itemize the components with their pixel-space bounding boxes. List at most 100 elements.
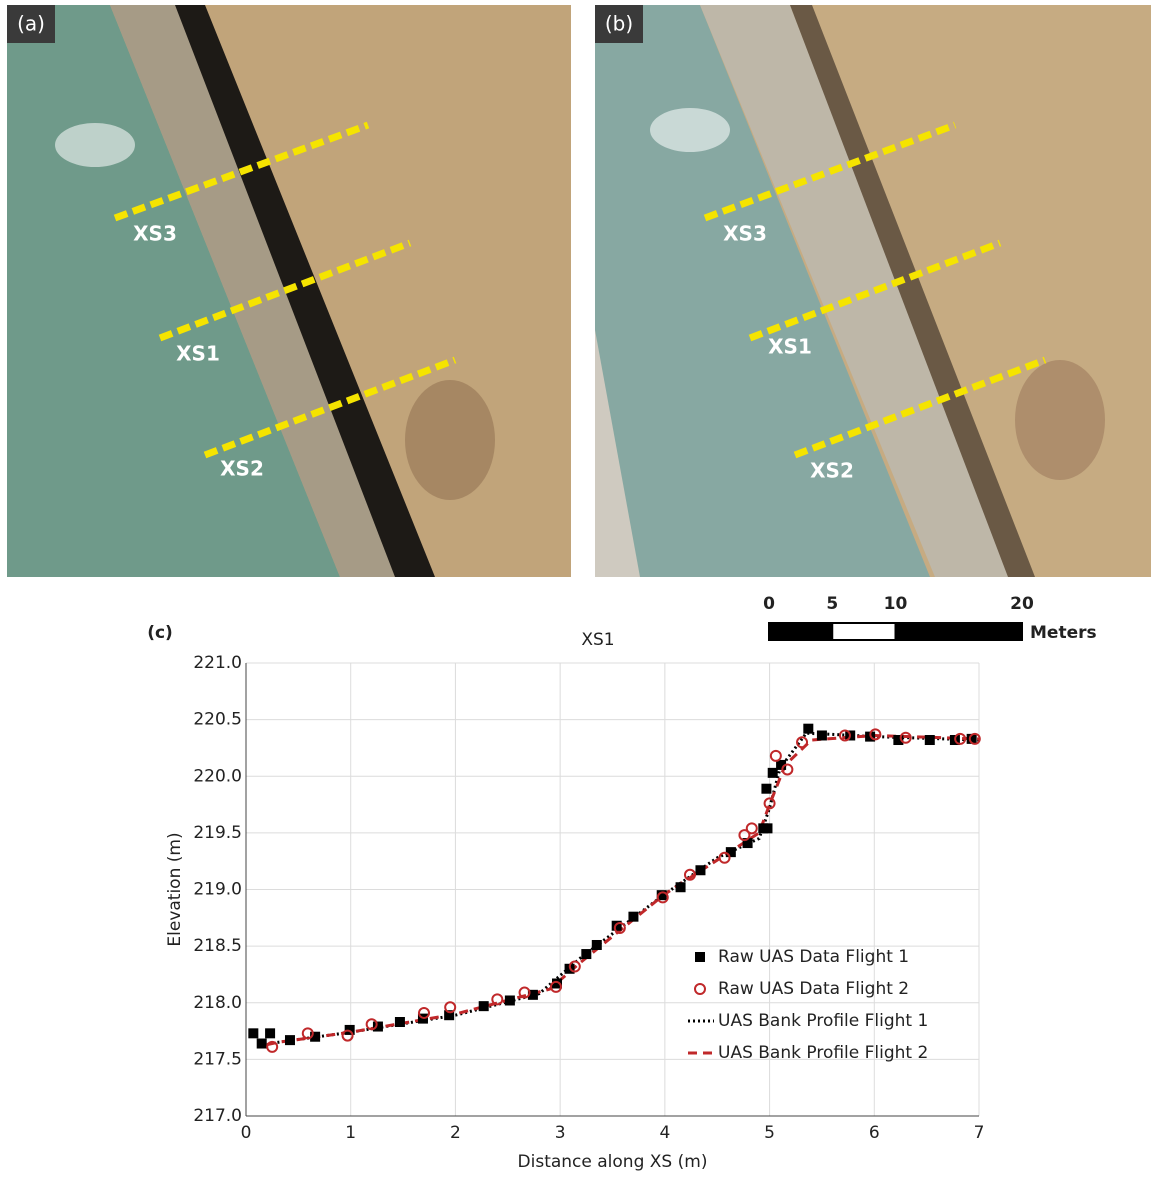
scale-tick-label: 20 bbox=[1010, 594, 1034, 614]
data-point bbox=[310, 1031, 321, 1042]
data-point bbox=[725, 847, 736, 858]
scale-bar: 0 5 10 20 Meters bbox=[763, 594, 1097, 643]
x-tick-label: 6 bbox=[869, 1123, 880, 1143]
scale-segment bbox=[768, 622, 834, 641]
data-point bbox=[418, 1006, 431, 1019]
data-point bbox=[683, 868, 696, 881]
scale-tick-label: 0 bbox=[763, 594, 775, 614]
data-point bbox=[767, 767, 778, 778]
x-tick-label: 3 bbox=[555, 1123, 566, 1143]
section-label: XS2 bbox=[810, 459, 854, 483]
section-label: XS3 bbox=[133, 222, 177, 246]
cross-section-line bbox=[203, 356, 457, 459]
data-point bbox=[581, 949, 592, 960]
data-point bbox=[444, 1001, 457, 1014]
data-point bbox=[611, 920, 622, 931]
data-point bbox=[365, 1018, 378, 1031]
y-axis-label: Elevation (m) bbox=[165, 832, 185, 946]
data-point bbox=[284, 1035, 295, 1046]
data-point bbox=[776, 759, 787, 770]
data-point bbox=[796, 736, 809, 749]
x-axis-label: Distance along XS (m) bbox=[518, 1152, 708, 1172]
y-tick-label: 217.0 bbox=[193, 1106, 242, 1126]
photo-a bbox=[7, 5, 571, 577]
data-point bbox=[781, 763, 794, 776]
photo-b bbox=[595, 5, 1151, 577]
data-point bbox=[518, 986, 531, 999]
data-point bbox=[613, 922, 626, 935]
data-point bbox=[527, 989, 538, 1000]
data-point bbox=[745, 822, 758, 835]
x-tick-label: 2 bbox=[450, 1123, 461, 1143]
data-point bbox=[341, 1029, 354, 1042]
data-point bbox=[568, 960, 581, 973]
data-point bbox=[966, 733, 977, 744]
data-point bbox=[628, 911, 639, 922]
data-point bbox=[954, 732, 967, 745]
data-point bbox=[893, 735, 904, 746]
data-point bbox=[803, 723, 814, 734]
label-box bbox=[595, 5, 643, 43]
x-tick-label: 1 bbox=[345, 1123, 356, 1143]
data-point bbox=[762, 823, 773, 834]
label-box bbox=[7, 5, 55, 43]
data-point bbox=[344, 1024, 355, 1035]
data-point bbox=[695, 865, 706, 876]
y-tick-label: 217.5 bbox=[193, 1049, 242, 1069]
data-point bbox=[838, 729, 851, 742]
data-point bbox=[869, 728, 882, 741]
data-point bbox=[761, 783, 772, 794]
data-point bbox=[394, 1017, 405, 1028]
data-point bbox=[718, 851, 731, 864]
scale-tick-label: 10 bbox=[884, 594, 908, 614]
legend-label: Raw UAS Data Flight 1 bbox=[718, 947, 909, 967]
data-point bbox=[491, 993, 504, 1006]
x-tick-label: 4 bbox=[659, 1123, 670, 1143]
y-tick-label: 219.5 bbox=[193, 823, 242, 843]
legend-label: UAS Bank Profile Flight 1 bbox=[718, 1011, 928, 1031]
panel-label: (c) bbox=[147, 623, 173, 643]
y-tick-label: 220.0 bbox=[193, 766, 242, 786]
data-point bbox=[478, 1001, 489, 1012]
data-point bbox=[265, 1028, 276, 1039]
data-point bbox=[738, 829, 751, 842]
legend-label: Raw UAS Data Flight 2 bbox=[718, 979, 909, 999]
data-point bbox=[769, 749, 782, 762]
panel-label: (b) bbox=[605, 12, 633, 36]
data-point bbox=[742, 838, 753, 849]
section-label: XS1 bbox=[768, 335, 812, 359]
panel-label: (a) bbox=[17, 12, 45, 36]
data-point bbox=[968, 732, 981, 745]
data-point bbox=[372, 1021, 383, 1032]
chart: (c) XS1 217.0 217.5 218.0 218.5 219.0 219.5 220.… bbox=[147, 623, 984, 1172]
section-label: XS1 bbox=[176, 342, 220, 366]
scale-tick-label: 5 bbox=[826, 594, 838, 614]
data-point bbox=[552, 978, 563, 989]
y-tick-label: 219.0 bbox=[193, 880, 242, 900]
legend-label: UAS Bank Profile Flight 2 bbox=[718, 1043, 928, 1063]
cross-section-line bbox=[793, 356, 1047, 459]
profile-line bbox=[277, 731, 980, 1044]
data-point bbox=[656, 890, 667, 901]
x-tick-label: 0 bbox=[241, 1123, 252, 1143]
data-point bbox=[816, 730, 827, 741]
cross-section-line bbox=[748, 239, 1002, 342]
data-point bbox=[256, 1038, 267, 1049]
data-point bbox=[763, 797, 776, 810]
data-point bbox=[675, 882, 686, 893]
cross-section-line bbox=[113, 121, 370, 222]
data-point bbox=[444, 1010, 455, 1021]
x-tick-label: 5 bbox=[764, 1123, 775, 1143]
cross-section-line bbox=[158, 239, 412, 342]
data-point bbox=[266, 1040, 279, 1053]
data-point bbox=[924, 735, 935, 746]
data-point bbox=[504, 995, 515, 1006]
section-label: XS2 bbox=[220, 457, 264, 481]
data-point bbox=[591, 939, 602, 950]
data-point bbox=[899, 731, 912, 744]
y-tick-label: 220.5 bbox=[193, 710, 242, 730]
section-label: XS3 bbox=[723, 222, 767, 246]
cross-section-line bbox=[703, 121, 957, 222]
data-point bbox=[656, 891, 669, 904]
data-point bbox=[694, 983, 706, 995]
